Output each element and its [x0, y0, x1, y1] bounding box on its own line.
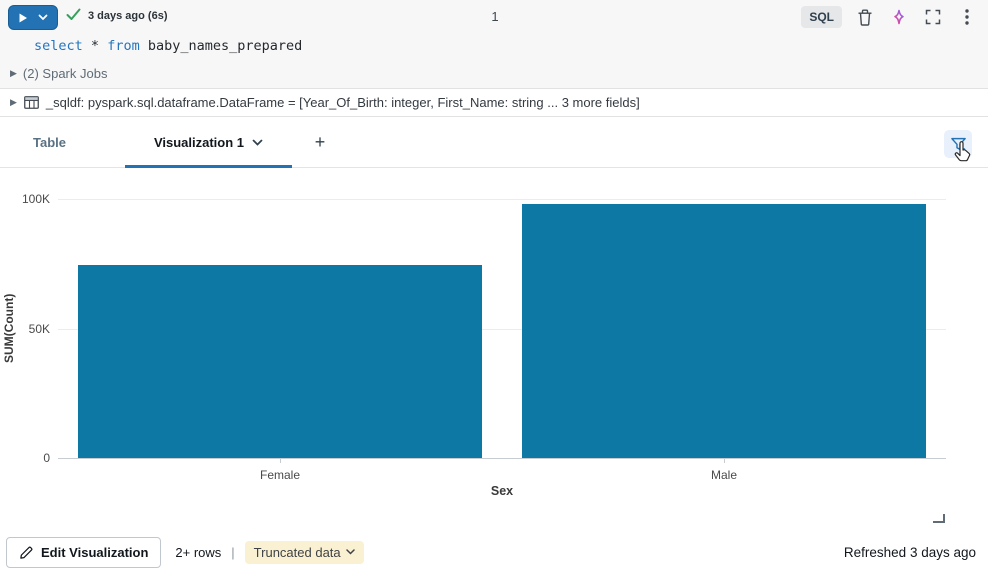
expand-cell-button[interactable] — [922, 6, 944, 28]
sqldf-result-row[interactable]: ▶ _sqldf: pyspark.sql.dataframe.DataFram… — [0, 88, 988, 117]
spark-jobs-label: (2) Spark Jobs — [22, 66, 108, 81]
play-icon — [19, 13, 28, 22]
y-tick-label: 100K — [21, 192, 50, 206]
x-axis-line — [58, 458, 946, 459]
sqldf-description: _sqldf: pyspark.sql.dataframe.DataFrame … — [45, 95, 640, 110]
x-category-label: Female — [259, 468, 300, 482]
resize-handle[interactable] — [933, 514, 945, 523]
result-tabs: Table Visualization 1 + — [0, 117, 988, 168]
run-cell-button[interactable] — [8, 5, 58, 30]
cell-toolbar-area: 3 days ago (6s) 1 SQL — [0, 0, 988, 88]
tab-visualization-label: Visualization 1 — [153, 134, 245, 150]
filter-results-button[interactable] — [944, 130, 972, 158]
x-axis-title: Sex — [490, 484, 514, 498]
refreshed-timestamp: Refreshed 3 days ago — [843, 544, 976, 560]
sql-code-editor[interactable]: select * from baby_names_prepared — [34, 38, 302, 54]
truncated-data-dropdown[interactable]: Truncated data — [244, 540, 364, 564]
chevron-down-icon — [38, 14, 48, 21]
x-tick — [724, 459, 725, 463]
y-axis-title: SUM(Count) — [2, 293, 16, 364]
x-category-label: Male — [710, 468, 737, 482]
tab-visualization-1[interactable]: Visualization 1 — [125, 117, 292, 167]
bar-female[interactable] — [77, 265, 482, 458]
truncated-data-label: Truncated data — [253, 544, 341, 560]
pencil-icon — [20, 546, 33, 559]
edit-visualization-button[interactable]: Edit Visualization — [6, 536, 162, 568]
tab-table[interactable]: Table — [33, 134, 66, 150]
gridline — [58, 328, 946, 330]
gridline — [58, 199, 946, 200]
trash-icon — [858, 9, 872, 26]
cell-actions: SQL — [801, 4, 978, 30]
bar-male[interactable] — [521, 204, 926, 458]
result-footer: Edit Visualization 2+ rows | Truncated d… — [0, 530, 988, 574]
chevron-down-icon — [252, 139, 263, 146]
row-count: 2+ rows — [175, 544, 222, 560]
edit-visualization-label: Edit Visualization — [41, 544, 149, 560]
chevron-down-icon — [345, 549, 355, 555]
add-visualization-tab-button[interactable]: + — [314, 131, 326, 152]
kebab-menu-icon — [965, 9, 969, 25]
spark-jobs-toggle[interactable]: ▶ (2) Spark Jobs — [10, 66, 107, 81]
x-tick — [280, 459, 281, 463]
footer-separator: | — [231, 544, 235, 560]
filter-funnel-icon — [950, 137, 966, 151]
collapse-triangle-icon: ▶ — [10, 97, 17, 107]
cell-number: 1 — [491, 9, 499, 24]
y-tick-label: 50K — [28, 321, 50, 336]
cell-menu-button[interactable] — [956, 6, 978, 28]
fullscreen-icon — [925, 9, 941, 25]
sql-table-name: baby_names_prepared — [147, 38, 303, 54]
delete-cell-button[interactable] — [854, 6, 876, 28]
success-check-icon — [66, 8, 81, 20]
language-selector[interactable]: SQL — [801, 6, 842, 28]
sql-operator: * — [90, 38, 100, 54]
bar-chart: 0 50K 100K SUM(Count) Female Male Sex — [0, 168, 988, 500]
dataframe-table-icon — [24, 96, 39, 109]
assistant-button[interactable] — [888, 6, 910, 28]
sparkle-assistant-icon — [894, 9, 904, 25]
y-tick-label: 0 — [43, 451, 50, 465]
active-tab-underline — [125, 165, 292, 168]
collapse-triangle-icon: ▶ — [10, 68, 17, 78]
sql-keyword: from — [107, 38, 140, 54]
sql-keyword: select — [34, 38, 83, 54]
last-run-timestamp: 3 days ago (6s) — [88, 10, 168, 22]
